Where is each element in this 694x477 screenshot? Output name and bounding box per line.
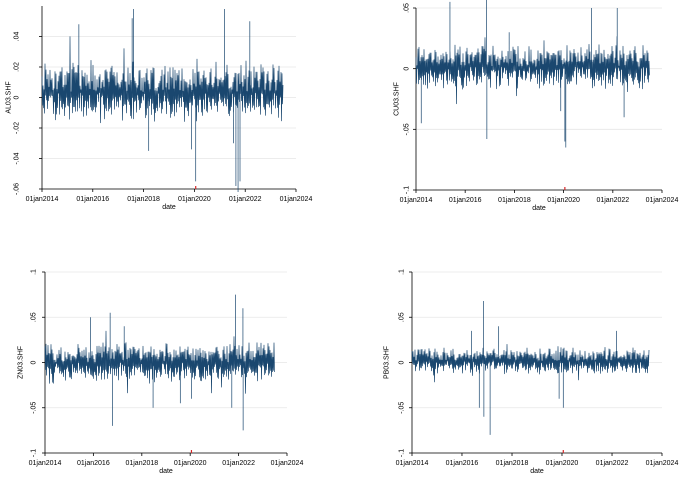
y-tick-label: .02 — [13, 62, 20, 72]
x-axis-title: date — [159, 468, 173, 475]
x-axis-title: date — [530, 468, 544, 475]
x-tick-label: 01jan2022 — [596, 460, 629, 467]
x-tick-label: 01jan2018 — [125, 460, 158, 467]
x-tick-label: 01jan2022 — [229, 196, 262, 203]
y-tick-label: .1 — [30, 269, 37, 275]
x-tick-label: 01jan2016 — [77, 460, 110, 467]
x-tick-label: 01jan2014 — [400, 197, 433, 204]
x-tick-label: 01jan2022 — [222, 460, 255, 467]
y-tick-label: .05 — [403, 3, 410, 13]
x-tick-label: 01jan2018 — [498, 197, 531, 204]
x-tick-label: 01jan2014 — [29, 460, 62, 467]
x-tick-label: 01jan2020 — [174, 460, 207, 467]
series-line — [44, 294, 275, 431]
x-tick-label: 01jan2018 — [127, 196, 160, 203]
y-tick-label: 0 — [398, 360, 405, 364]
chart-panel-3: -.1 -.05 0 .05 .1 01jan2014 01jan2016 01jan2018… — [17, 269, 303, 475]
x-tick-label: 01jan2024 — [646, 197, 679, 204]
chart-panel-2: -.1 -.05 0 .05 01jan2014 01jan2016 01jan2018 01… — [393, 0, 678, 212]
y-tick-label: 0 — [30, 360, 37, 364]
x-tick-label: 01jan2024 — [646, 460, 679, 467]
y-tick-label: 0 — [403, 67, 410, 71]
x-axis-title: date — [532, 205, 546, 212]
y-tick-label: .04 — [13, 32, 20, 42]
y-tick-label: -.1 — [398, 449, 405, 457]
y-tick-label: -.1 — [30, 449, 37, 457]
y-tick-label: .05 — [30, 312, 37, 322]
y-tick-label: -.06 — [13, 183, 20, 195]
x-tick-label: 01jan2016 — [446, 460, 479, 467]
y-tick-label: -.02 — [13, 122, 20, 134]
x-tick-label: 01jan2020 — [547, 197, 580, 204]
series-line — [41, 9, 284, 193]
x-tick-label: 01jan2014 — [26, 196, 59, 203]
y-tick-label: .1 — [398, 269, 405, 275]
series-line — [411, 300, 650, 435]
x-tick-label: 01jan2024 — [280, 196, 313, 203]
x-tick-label: 01jan2020 — [546, 460, 579, 467]
y-tick-label: .05 — [398, 312, 405, 322]
y-tick-label: -.04 — [13, 152, 20, 164]
x-axis-title: date — [162, 204, 176, 211]
x-tick-label: 01jan2018 — [496, 460, 529, 467]
y-tick-label: -.05 — [398, 402, 405, 414]
y-tick-label: 0 — [13, 95, 20, 99]
x-tick-label: 01jan2020 — [178, 196, 211, 203]
x-tick-label: 01jan2022 — [596, 197, 629, 204]
y-axis-title: AL03.SHF — [5, 81, 12, 113]
y-axis-title: ZN03.SHF — [17, 346, 24, 379]
y-axis-title: PB03.SHF — [383, 346, 390, 379]
y-tick-label: -.1 — [403, 186, 410, 194]
series-line — [415, 0, 650, 148]
x-tick-label: 01jan2024 — [271, 460, 304, 467]
y-axis-title: CU03.SHF — [393, 82, 400, 116]
y-tick-label: -.05 — [403, 123, 410, 135]
x-tick-label: 01jan2014 — [396, 460, 429, 467]
x-tick-label: 01jan2016 — [449, 197, 482, 204]
x-tick-label: 01jan2016 — [76, 196, 109, 203]
chart-panel-4: -.1 -.05 0 .05 .1 01jan2014 01jan2016 01jan2018… — [383, 269, 678, 475]
chart-panel-1: -.06 -.04 -.02 0 .02 .04 01jan2014 01jan2016 01j… — [5, 6, 312, 211]
y-tick-label: -.05 — [30, 402, 37, 414]
